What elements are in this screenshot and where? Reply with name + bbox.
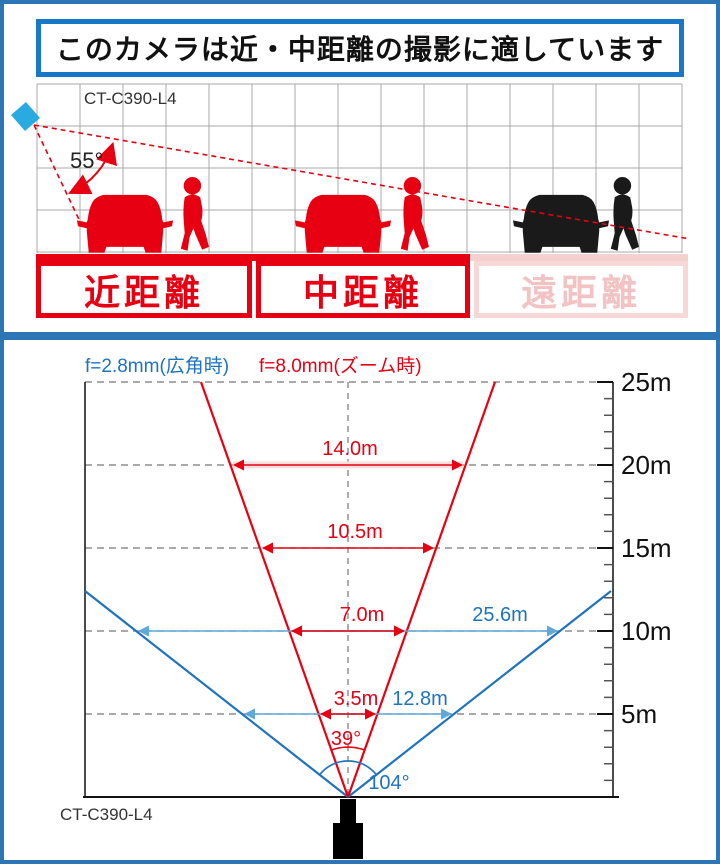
wide-fov-lines — [84, 590, 612, 798]
car-silhouette-far — [512, 194, 610, 253]
grid — [36, 83, 683, 253]
ground-strip-far — [470, 254, 688, 261]
fov-angle-label: 55° — [70, 148, 104, 173]
wide-width-5m-label: 12.8m — [392, 688, 448, 710]
camera-icon — [11, 102, 40, 131]
ground-strip-near-mid — [36, 254, 470, 261]
zoom-angle-arc — [331, 746, 365, 751]
zoom-angle-label: 39° — [330, 728, 362, 750]
zone-near: 近距離 — [36, 261, 252, 318]
zoom-width-15m-label: 10.5m — [327, 521, 383, 543]
person-silhouette-near — [180, 177, 209, 251]
zoom-fov-lines — [199, 381, 497, 798]
ytick-15m: 15m — [621, 533, 672, 563]
zone-far-label: 遠距離 — [520, 271, 641, 313]
person-silhouette-far — [610, 177, 639, 251]
top-diagram — [11, 83, 691, 261]
fov-line-upper — [33, 124, 691, 240]
zoom-width-10m-label: 7.0m — [339, 604, 385, 626]
zone-mid-label: 中距離 — [302, 271, 423, 313]
banner: このカメラは近・中距離の撮影に適しています — [36, 19, 684, 77]
ytick-10m: 10m — [621, 616, 672, 646]
top-model-label: CT-C390-L4 — [84, 89, 177, 108]
fov-chart — [83, 381, 619, 859]
zone-far: 遠距離 — [474, 261, 688, 318]
camera-bottom-icon — [333, 799, 363, 859]
wide-width-10m-label: 25.6m — [472, 604, 528, 626]
wide-angle-arc — [318, 760, 378, 776]
person-silhouette-mid — [400, 177, 429, 251]
car-silhouette-near — [76, 194, 174, 253]
banner-title: このカメラは近・中距離の撮影に適しています — [55, 34, 665, 65]
wide-angle-label: 104° — [368, 772, 410, 794]
zone-near-label: 近距離 — [83, 271, 204, 313]
zone-mid: 中距離 — [256, 261, 470, 318]
zoom-width-5m-label: 3.5m — [333, 688, 379, 710]
fov-angle-arc — [68, 141, 118, 195]
ytick-25m: 25m — [621, 367, 672, 397]
distance-ruler — [597, 381, 614, 797]
zoom-width-20m-label: 14.0m — [322, 438, 378, 460]
chart-title-zoom: f=8.0mm(ズーム時) — [259, 356, 422, 377]
chart-title-wide: f=2.8mm(広角時) — [85, 356, 230, 377]
fov-line-lower — [33, 124, 85, 231]
car-silhouette-mid — [294, 194, 392, 253]
chart-model-label: CT-C390-L4 — [60, 805, 153, 824]
ytick-20m: 20m — [621, 450, 672, 480]
fov-lines — [33, 124, 691, 240]
ytick-5m: 5m — [621, 699, 658, 729]
zoom-width-arrows — [232, 459, 464, 720]
